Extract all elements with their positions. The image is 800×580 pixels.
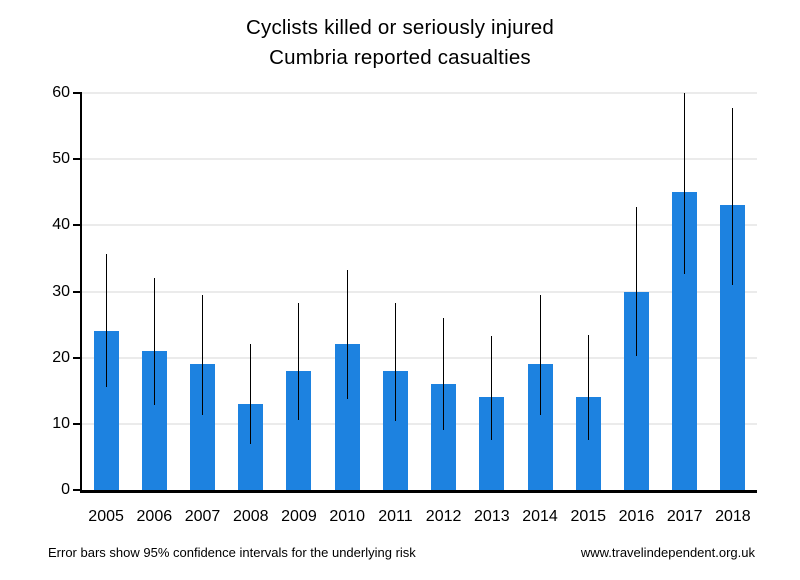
error-bar-2008 [250,343,252,444]
x-tick-label-2017: 2017 [666,508,703,525]
x-tick-label-2016: 2016 [618,508,655,525]
error-bar-2007 [202,294,204,416]
error-bar-2015 [587,335,589,441]
x-tick-label-2014: 2014 [522,508,558,525]
error-bar-2006 [153,277,155,406]
y-tick-label: 20 [52,348,70,366]
x-tick-label-2013: 2013 [474,508,510,525]
gridline-y40 [82,224,757,227]
gridline-y10 [82,422,757,425]
footer-note: Error bars show 95% confidence intervals… [48,545,416,560]
error-bar-2016 [635,206,637,357]
y-axis-tick [73,224,82,227]
error-bar-2012 [443,317,445,431]
gridline-y50 [82,158,757,161]
y-axis-tick [73,92,82,94]
gridline-y30 [82,290,757,293]
x-tick-label-2015: 2015 [570,508,607,525]
y-axis-tick [73,356,82,359]
gridline-y60 [82,92,757,94]
x-tick-label-2006: 2006 [136,508,173,525]
y-tick-label: 40 [52,216,70,234]
x-tick-label-2008: 2008 [232,508,269,525]
error-bar-2005 [105,254,107,388]
error-bar-2011 [394,302,396,421]
y-tick-label: 60 [52,84,70,101]
plot-area: 0 10 20 30 40 50 60 2005 2006 2007 2008 2009 2010 201… [52,84,757,525]
error-bar-2014 [539,294,541,416]
error-bar-2017 [684,93,686,274]
y-tick-label: 30 [52,282,70,300]
y-tick-label: 10 [52,414,70,432]
x-tick-label-2007: 2007 [184,508,221,525]
error-bar-2010 [346,269,348,400]
x-tick-label-2018: 2018 [715,508,751,525]
chart-title: Cyclists killed or seriously injured Cum… [0,13,800,73]
y-axis-tick [73,158,82,161]
x-tick-label-2012: 2012 [425,508,462,525]
error-bar-2018 [732,108,734,285]
x-tick-label-2010: 2010 [329,508,365,525]
x-tick-label-2011: 2011 [378,508,413,525]
error-bar-2009 [298,302,300,420]
y-axis-tick [73,489,82,491]
y-axis-tick [73,290,82,293]
y-tick-label: 0 [61,481,70,498]
y-tick-label: 50 [52,150,70,168]
gridline-y20 [82,356,757,359]
error-bar-2013 [491,335,493,441]
chart-title-line1: Cyclists killed or seriously injured [246,16,554,39]
x-tick-label-2005: 2005 [88,508,124,525]
footer-website: www.travelindependent.org.uk [580,545,755,560]
x-tick-label-2009: 2009 [281,508,317,525]
y-axis-tick [73,422,82,425]
chart-title-line2: Cumbria reported casualties [269,46,531,69]
